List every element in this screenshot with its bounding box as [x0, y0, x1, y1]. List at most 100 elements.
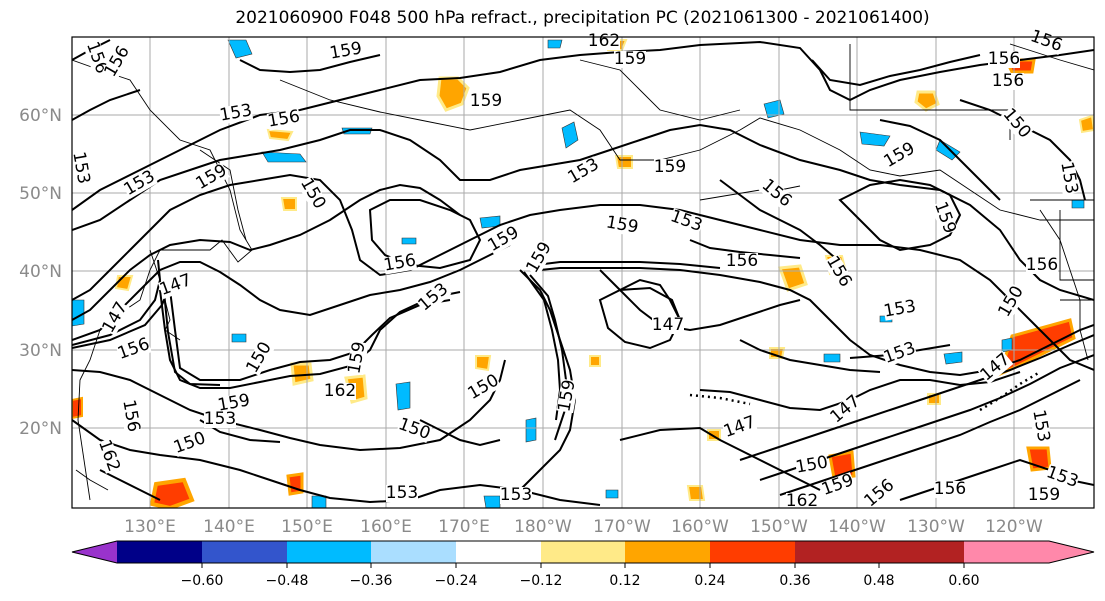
contour-label-bg: [218, 102, 254, 125]
contour-label: 156: [934, 479, 966, 499]
contour-label: 156: [988, 49, 1020, 69]
contour-label-bg: [565, 156, 602, 187]
contour-label-bg: [115, 336, 152, 363]
lat-label-20n: 20°N: [19, 419, 62, 439]
contour-label-bg: [95, 437, 122, 474]
contour-label: 159: [192, 160, 230, 194]
contour-label-bg: [328, 40, 364, 63]
colorbar-tick-label: 0.36: [779, 573, 810, 589]
contour-label-bg: [1026, 257, 1058, 274]
lon-label-130e: 130°E: [124, 517, 176, 537]
contour-label-bg: [83, 39, 110, 76]
colorbar-tick-label: 0.12: [609, 573, 640, 589]
contour-label-bg: [934, 481, 966, 498]
colorbar-segment: [541, 541, 625, 563]
lon-label-150w: 150°W: [750, 517, 808, 537]
contour-label: 159: [1028, 485, 1060, 505]
contour-label: 150: [242, 338, 276, 376]
contour-label: 156: [382, 250, 417, 275]
latitude-labels: 60°N 50°N 40°N 30°N 20°N: [19, 106, 62, 439]
contour-label-bg: [721, 414, 758, 441]
contour-label: 162: [94, 437, 124, 474]
colorbar-segment: [710, 541, 795, 563]
contour-label-bg: [652, 317, 684, 334]
contour-label-bg: [819, 472, 856, 499]
contour-label-bg: [977, 350, 1014, 385]
contour-label: 162: [324, 381, 356, 401]
contour-label-bg: [193, 162, 230, 193]
contour-label: 153: [386, 483, 418, 503]
contour-label-bg: [171, 430, 208, 457]
contour-label-bg: [396, 416, 433, 443]
contour-label-bg: [786, 493, 818, 510]
contour-label: 153: [1028, 408, 1053, 443]
colorbar-tick-label: 0.24: [694, 573, 725, 589]
lon-label-170w: 170°W: [593, 517, 651, 537]
lon-label-160w: 160°W: [671, 517, 729, 537]
contour-label: 153: [564, 154, 602, 188]
contour-label-bg: [500, 487, 532, 504]
contour-label-bg: [1028, 487, 1060, 504]
colorbar: −0.60 −0.48 −0.36 −0.24 −0.12 0.12 0.24 …: [71, 540, 1095, 589]
lat-label-50n: 50°N: [19, 184, 62, 204]
colorbar-left-extension: [72, 541, 117, 563]
contour-label: 153: [1056, 160, 1081, 195]
contour-label: 156: [266, 106, 301, 131]
lon-label-150e: 150°E: [281, 517, 333, 537]
contour-label-bg: [999, 105, 1034, 142]
lon-label-120w: 120°W: [985, 517, 1043, 537]
contour-label-bg: [102, 43, 133, 80]
contour-label: 162: [588, 31, 620, 51]
map-frame: [71, 36, 1095, 509]
contour-label: 159: [344, 340, 369, 375]
contour-label: 156: [1026, 255, 1058, 275]
colorbar-segment: [879, 541, 964, 563]
colorbar-segment: [202, 541, 287, 563]
contour-label: 150: [396, 414, 433, 444]
contour-label: 153: [881, 338, 918, 368]
contour-label: 153: [120, 166, 158, 200]
contour-label-bg: [216, 392, 252, 415]
contour-label: 153: [882, 296, 917, 321]
contour-label-bg: [881, 140, 918, 171]
contour-label: 150: [464, 370, 502, 404]
contour-label-bg: [121, 168, 158, 199]
colorbar-tick-label: 0.60: [948, 573, 979, 589]
colorbar-tick-label: −0.24: [435, 573, 478, 589]
lon-label-130w: 130°W: [907, 517, 965, 537]
coastlines: [72, 43, 1094, 501]
lat-label-30n: 30°N: [19, 341, 62, 361]
contour-label: 147: [157, 270, 194, 300]
lon-label-140e: 140°E: [203, 517, 255, 537]
contour-label: 156: [115, 334, 152, 364]
contour-label: 147: [721, 412, 758, 442]
colorbar-segment: [371, 541, 456, 563]
contour-label-bg: [119, 398, 142, 434]
contour-label: 153: [668, 206, 705, 236]
contour-label: 153: [218, 100, 253, 125]
contour-label-bg: [861, 476, 898, 511]
contour-label-bg: [386, 485, 418, 502]
lon-label-170e: 170°E: [438, 517, 490, 537]
contour-label-bg: [1057, 160, 1080, 196]
contour-label-bg: [654, 159, 686, 176]
colorbar-outline: [71, 540, 1095, 564]
contour-label: 156: [992, 71, 1024, 91]
colorbar-tick-label: −0.12: [520, 573, 563, 589]
colorbar-segment: [795, 541, 879, 563]
colorbar-segment: [456, 541, 541, 563]
contour-label-bg: [996, 283, 1027, 320]
contour-label-bg: [794, 454, 830, 477]
contour-label-bg: [823, 253, 854, 290]
dotted-contours: [689, 370, 1041, 412]
lon-label-180w: 180°W: [514, 517, 572, 537]
contour-label-bg: [614, 51, 646, 68]
contour-label-bg: [297, 175, 328, 212]
contour-label-bg: [556, 378, 579, 414]
contour-label: 156: [100, 42, 134, 80]
contour-label-bg: [69, 150, 92, 186]
contour-label: 159: [819, 470, 856, 500]
contour-label-bg: [470, 93, 502, 110]
contour-label: 156: [860, 475, 898, 511]
